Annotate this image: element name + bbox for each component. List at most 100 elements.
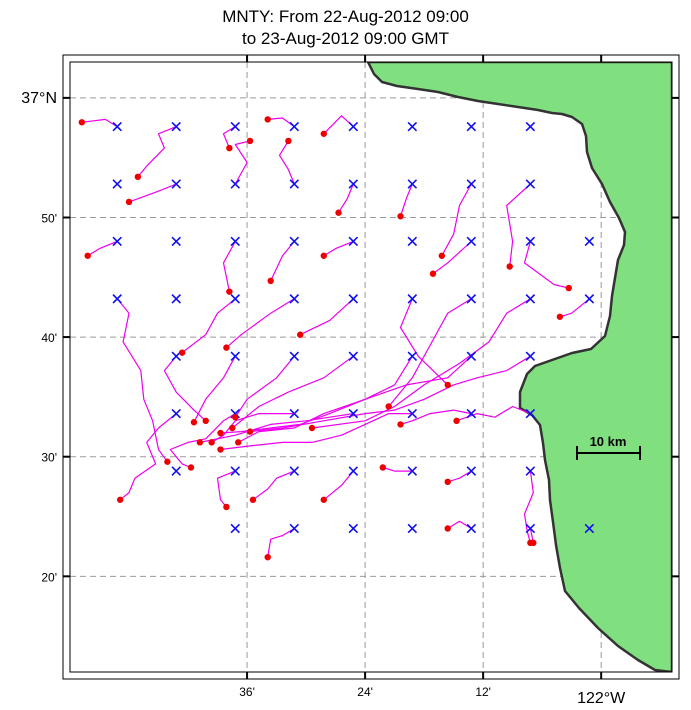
release-marker-5: [407, 121, 418, 132]
release-marker-27: [230, 294, 241, 304]
trajectory-24: [311, 298, 531, 429]
release-marker-53: [466, 466, 477, 476]
release-marker-21: [407, 236, 418, 247]
release-marker-26: [171, 294, 182, 304]
endpoint-27: [190, 419, 198, 426]
release-marker-1: [171, 121, 182, 132]
release-marker-51: [348, 466, 359, 476]
endpoint-8: [335, 209, 342, 216]
lat-label-3: 30': [41, 451, 57, 465]
release-marker-30: [407, 294, 418, 304]
endpoint-15: [320, 252, 327, 259]
trajectory-21: [299, 298, 354, 336]
trajectory-12: [87, 240, 118, 257]
endpoint-5: [125, 198, 133, 206]
release-marker-35: [230, 351, 241, 362]
endpoint-36: [196, 439, 204, 446]
release-marker-54: [525, 466, 536, 476]
lat-label-2: 40': [41, 331, 57, 345]
land-mass: [366, 62, 672, 672]
trajectory-46: [267, 527, 295, 558]
endpoint-16: [429, 270, 437, 277]
release-marker-45: [407, 408, 418, 419]
endpoint-7: [285, 137, 292, 145]
lon-label-3: 122°W: [577, 690, 626, 707]
endpoint-2: [226, 144, 233, 152]
trajectory-38: [400, 409, 472, 425]
release-marker-18: [230, 236, 241, 247]
trajectory-35: [211, 413, 295, 443]
release-marker-20: [348, 236, 359, 247]
endpoint-11: [506, 263, 513, 270]
endpoint-6: [246, 137, 254, 145]
trajectory-9: [399, 183, 413, 217]
endpoint-14: [267, 277, 274, 285]
endpoint-33: [116, 496, 124, 503]
release-marker-44: [348, 408, 359, 419]
lon-label-1: 24': [357, 685, 373, 699]
endpoint-23: [385, 403, 392, 410]
release-marker-15: [525, 179, 536, 189]
release-marker-9: [171, 179, 182, 189]
release-marker-4: [348, 121, 359, 132]
endpoint-10: [438, 252, 446, 259]
release-marker-6: [466, 121, 477, 132]
trajectory-32: [249, 355, 531, 433]
release-marker-40: [525, 351, 536, 362]
trajectory-6: [234, 140, 251, 185]
trajectory-1: [137, 126, 177, 178]
endpoint-1: [134, 173, 142, 181]
release-marker-32: [525, 294, 536, 304]
release-marker-25: [112, 294, 122, 304]
trajectory-40: [216, 470, 236, 508]
endpoint-40: [223, 503, 230, 511]
trajectory-5: [128, 183, 177, 203]
release-marker-49: [230, 466, 241, 476]
endpoint-20: [223, 344, 230, 351]
release-marker-8: [112, 179, 122, 189]
release-marker-31: [466, 294, 477, 304]
release-marker-34: [171, 351, 182, 362]
release-marker-60: [525, 523, 536, 534]
release-marker-52: [407, 466, 418, 476]
axis-ticks: [63, 55, 679, 679]
release-marker-33: [584, 294, 595, 304]
trajectory-0: [81, 118, 118, 128]
release-marker-43: [289, 408, 300, 419]
endpoint-17: [565, 284, 572, 292]
release-marker-12: [348, 179, 359, 189]
release-marker-59: [466, 523, 477, 534]
endpoint-38: [397, 421, 404, 428]
trajectory-endpoints: [78, 116, 572, 561]
trajectory-25: [559, 298, 590, 318]
release-marker-47: [525, 408, 536, 419]
trajectory-41: [252, 470, 295, 501]
trajectory-18: [116, 298, 168, 463]
endpoint-48: [530, 539, 537, 547]
endpoint-32: [246, 428, 254, 435]
release-marker-46: [466, 408, 477, 419]
endpoint-18: [164, 458, 171, 465]
trajectory-34: [169, 413, 236, 469]
release-marker-3: [289, 121, 300, 132]
trajectory-43: [382, 466, 413, 472]
trajectory-22: [399, 298, 449, 386]
trajectory-23: [388, 298, 472, 407]
trajectory-7: [278, 140, 295, 185]
trajectory-36: [199, 413, 354, 443]
endpoint-24: [308, 424, 316, 432]
trajectory-17: [523, 241, 569, 289]
endpoint-46: [264, 553, 271, 561]
release-marker-37: [348, 351, 359, 362]
lon-label-2: 12': [475, 685, 491, 699]
release-marker-7: [525, 121, 536, 132]
release-marker-16: [112, 236, 122, 247]
trajectory-11: [506, 183, 531, 267]
trajectory-27: [193, 355, 236, 423]
trajectory-29: [231, 355, 354, 429]
scale-bar-label: 10 km: [590, 434, 627, 449]
release-marker-11: [289, 179, 300, 189]
trajectory-30: [237, 355, 413, 443]
trajectory-42: [323, 470, 354, 501]
